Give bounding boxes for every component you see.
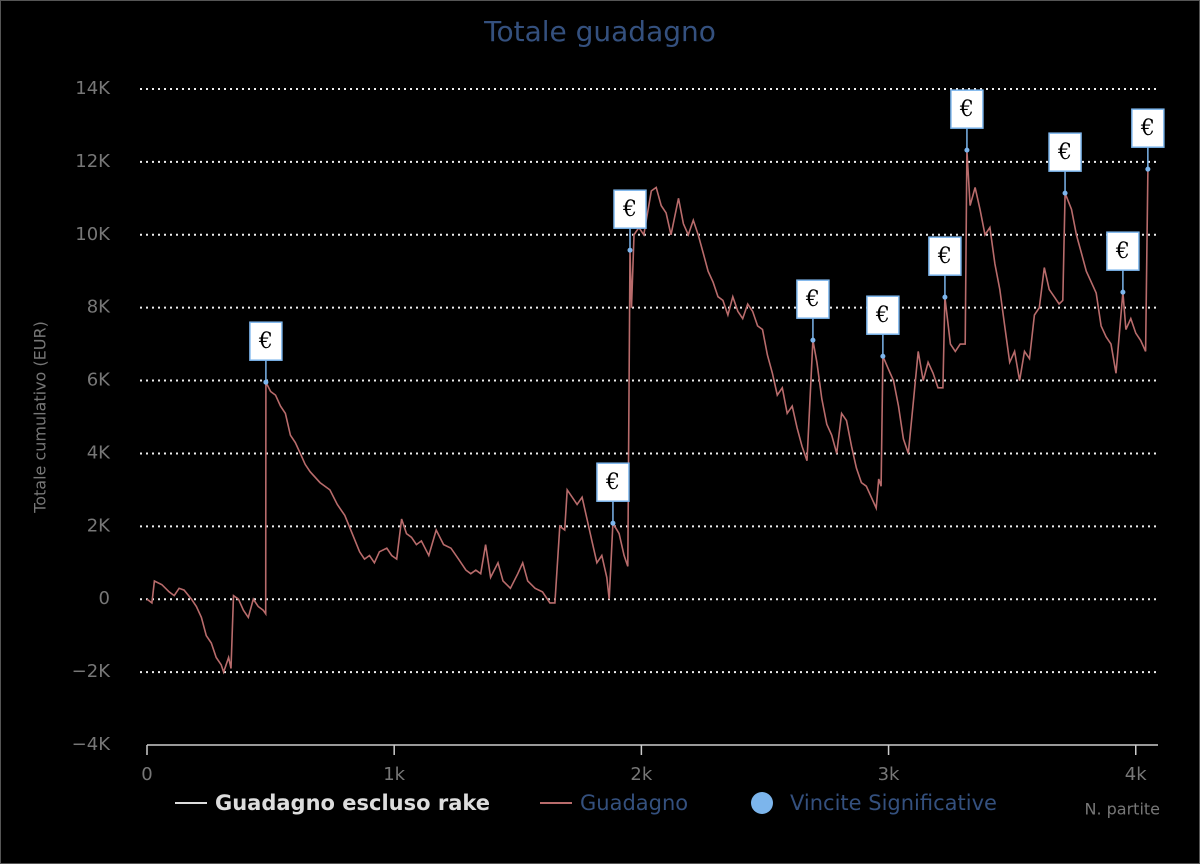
win-point	[810, 337, 816, 343]
flag-label: €	[1140, 116, 1155, 141]
win-point	[1062, 190, 1068, 196]
x-tick-label: 1k	[383, 764, 405, 785]
chart-title: Totale guadagno	[483, 15, 716, 48]
y-tick-label: −4K	[72, 734, 112, 755]
flag-label: €	[937, 244, 952, 269]
y-tick-label: 14K	[75, 78, 111, 99]
flag-label: €	[258, 329, 273, 354]
win-point	[880, 353, 886, 359]
legend-label: Guadagno escluso rake	[215, 791, 490, 815]
flag-label: €	[875, 303, 890, 328]
win-point	[942, 294, 948, 300]
win-point	[263, 379, 269, 385]
flag-label: €	[1057, 140, 1072, 165]
y-axis-title: Totale cumulativo (EUR)	[31, 321, 50, 514]
legend-label: Vincite Significative	[790, 791, 997, 815]
y-tick-label: 8K	[87, 297, 111, 318]
win-point	[1145, 166, 1151, 172]
x-axis-title: N. partite	[1084, 800, 1160, 819]
legend-item[interactable]: Guadagno escluso rake	[175, 791, 490, 815]
win-point	[610, 520, 616, 526]
flag-label: €	[622, 197, 637, 222]
flag-label: €	[805, 287, 820, 312]
flag-box	[1048, 132, 1082, 172]
x-tick-label: 3k	[878, 764, 900, 785]
flag-box	[613, 189, 647, 229]
x-tick-label: 2k	[630, 764, 652, 785]
legend-item[interactable]: Guadagno	[540, 791, 688, 815]
flag-box	[1106, 231, 1140, 271]
y-tick-label: 12K	[75, 151, 111, 172]
y-tick-label: 10K	[75, 224, 111, 245]
win-point	[627, 247, 633, 253]
legend-symbol	[751, 792, 773, 814]
flag-box	[796, 279, 830, 319]
flag-box	[866, 295, 900, 335]
flag-label: €	[605, 470, 620, 495]
series-line	[146, 150, 1149, 675]
legend-label: Guadagno	[580, 791, 688, 815]
flag-box	[928, 236, 962, 276]
flag-label: €	[1115, 239, 1130, 264]
y-tick-label: 6K	[87, 370, 111, 391]
legend-item[interactable]: Vincite Significative	[751, 791, 997, 815]
x-tick-label: 0	[141, 764, 152, 785]
flag-box	[596, 462, 630, 502]
flag-box	[249, 321, 283, 361]
y-tick-label: 0	[99, 588, 110, 609]
win-point	[1120, 289, 1126, 295]
flag-box	[1131, 108, 1165, 148]
x-tick-label: 4k	[1125, 764, 1147, 785]
y-tick-label: 4K	[87, 442, 111, 463]
flag-box	[950, 89, 984, 129]
y-tick-label: 2K	[87, 515, 111, 536]
flag-label: €	[959, 97, 974, 122]
y-tick-label: −2K	[72, 661, 112, 682]
win-point	[964, 147, 970, 153]
